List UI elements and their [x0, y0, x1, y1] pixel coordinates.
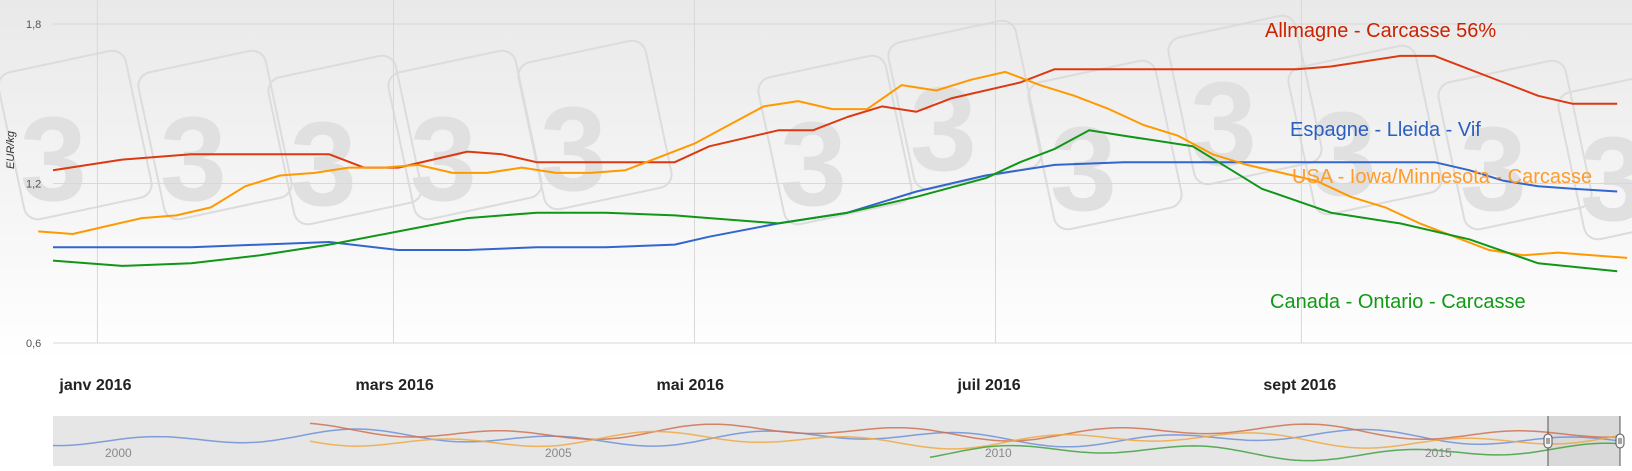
watermark-glyph: 3: [290, 97, 357, 231]
range-navigator[interactable]: 2000 2005 2010 2015: [52, 416, 1625, 466]
series-label: Canada - Ontario - Carcasse: [1270, 291, 1526, 313]
x-tick-label: mars 2016: [355, 377, 433, 394]
navigator-line: [309, 422, 1619, 442]
watermark-glyph: 3: [410, 92, 477, 226]
x-tick-label: sept 2016: [1263, 377, 1336, 394]
series-line: [53, 161, 1618, 251]
watermark-frame: [757, 54, 913, 226]
series-line: [52, 129, 1618, 273]
y-tick-label: 1,8: [26, 19, 41, 31]
x-tick-label: janv 2016: [58, 377, 131, 394]
x-tick-label: mai 2016: [656, 377, 724, 394]
y-tick-label: 0,6: [26, 338, 41, 350]
navigator-track[interactable]: [53, 416, 1620, 466]
watermark-glyph: 3: [1310, 87, 1377, 221]
navigator-line: [929, 442, 1621, 462]
watermark-glyph: 3: [910, 62, 977, 196]
series-label: USA - Iowa/Minnesota - Carcasse: [1292, 166, 1592, 188]
series-line: [38, 70, 1628, 259]
watermark-frame: [517, 39, 673, 211]
axes: EUR/kg: [5, 130, 17, 169]
navigator-line: [309, 430, 1619, 450]
watermark-glyph: 3: [20, 92, 87, 226]
watermark-frame: [1167, 14, 1323, 186]
series-labels: Allmagne - Carcasse 56% Espagne - Lleida …: [1265, 20, 1592, 313]
series-label: Espagne - Lleida - Vif: [1290, 119, 1481, 141]
watermark-glyph: 3: [1580, 112, 1632, 246]
series-lines: [38, 54, 1628, 273]
watermark-frame: [1557, 69, 1632, 241]
watermark-glyph: 3: [1190, 57, 1257, 191]
watermark-glyph: 3: [1050, 102, 1117, 236]
navigator-tick-label: 2005: [545, 446, 572, 460]
watermark-frame: [1437, 59, 1593, 231]
y-axis-title: EUR/kg: [5, 130, 17, 169]
navigator-tick-label: 2000: [105, 446, 132, 460]
watermark-glyph: 3: [780, 97, 847, 231]
watermark-glyph: 3: [1460, 102, 1527, 236]
watermark-glyph: 3: [540, 82, 607, 216]
y-tick-label: 1,2: [26, 179, 41, 191]
watermark-frame: [1027, 59, 1183, 231]
navigator-series: [52, 422, 1621, 462]
watermark-glyph: 3: [160, 92, 227, 226]
series-label: Allmagne - Carcasse 56%: [1265, 20, 1496, 42]
navigator-right-handle[interactable]: [1615, 416, 1625, 466]
navigator-tick-label: 2010: [985, 446, 1012, 460]
watermark-frame: [137, 49, 293, 221]
gridlines: 0,6 1,2 1,8 janv 2016 mars 2016 mai 2016 juil …: [26, 0, 1632, 394]
plot-background: [0, 0, 1632, 362]
x-tick-label: juil 2016: [956, 377, 1020, 394]
navigator-left-handle[interactable]: [1543, 416, 1553, 466]
navigator-tick-label: 2015: [1425, 446, 1452, 460]
watermark-frame: [0, 49, 153, 221]
navigator-ticks: 2000 2005 2010 2015: [105, 446, 1452, 460]
